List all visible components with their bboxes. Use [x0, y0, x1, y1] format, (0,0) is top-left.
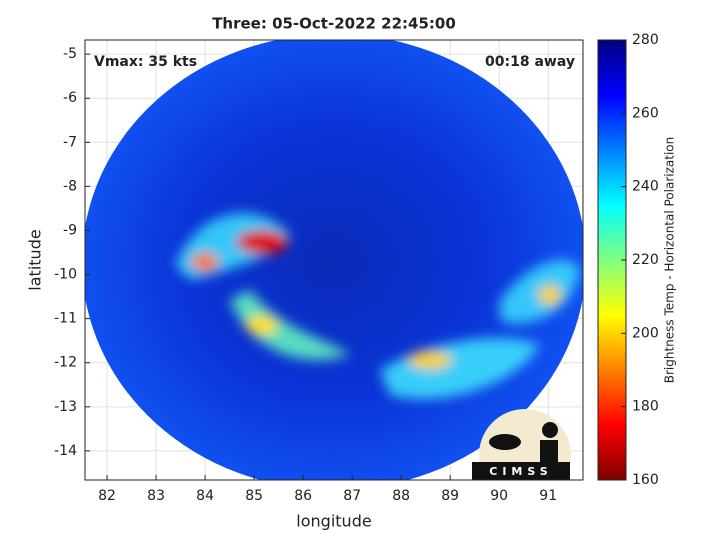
- y-tick-label: -13: [54, 399, 77, 415]
- y-tick-label: -10: [54, 267, 77, 283]
- y-tick-label: -11: [54, 311, 77, 327]
- warm-features: [175, 213, 580, 399]
- x-tick-label: 84: [196, 488, 214, 504]
- colorbar-tick-label: 200: [632, 325, 659, 341]
- colorbar-tick-label: 260: [632, 105, 659, 121]
- y-tick-label: -6: [63, 90, 77, 106]
- x-tick-label: 82: [98, 488, 116, 504]
- y-tick-label: -12: [54, 355, 77, 371]
- colorbar-tick-label: 160: [632, 472, 659, 488]
- colorbar-tick-label: 220: [632, 252, 659, 268]
- x-tick-label: 85: [245, 488, 263, 504]
- colorbar-tick-label: 240: [632, 179, 659, 195]
- colorbar-tick-label: 180: [632, 399, 659, 415]
- x-axis-label: longitude: [296, 512, 371, 531]
- x-tick-label: 87: [343, 488, 361, 504]
- logo: CIMSS: [472, 409, 571, 480]
- swath: CIMSS: [85, 40, 583, 480]
- x-tick-label: 91: [539, 488, 557, 504]
- annotation: 00:18 away: [485, 54, 575, 70]
- y-tick-label: -14: [54, 443, 77, 459]
- y-tick-label: -8: [63, 178, 77, 194]
- logo-text: CIMSS: [489, 465, 552, 478]
- y-axis-label: latitude: [26, 229, 45, 290]
- annotation: Vmax: 35 kts: [94, 54, 197, 70]
- x-tick-label: 88: [392, 488, 410, 504]
- y-tick-label: -9: [63, 222, 77, 238]
- chart-title: Three: 05-Oct-2022 22:45:00: [212, 15, 456, 33]
- x-tick-label: 89: [441, 488, 459, 504]
- colorbar-label: Brightness Temp - Horizontal Polarizatio…: [663, 137, 677, 384]
- x-tick-label: 90: [490, 488, 508, 504]
- y-tick-label: -7: [63, 134, 77, 150]
- colorbar-tick-label: 280: [632, 32, 659, 48]
- y-tick-label: -5: [63, 46, 77, 62]
- x-tick-label: 86: [294, 488, 312, 504]
- x-tick-label: 83: [147, 488, 165, 504]
- plot-frame: [84, 39, 584, 481]
